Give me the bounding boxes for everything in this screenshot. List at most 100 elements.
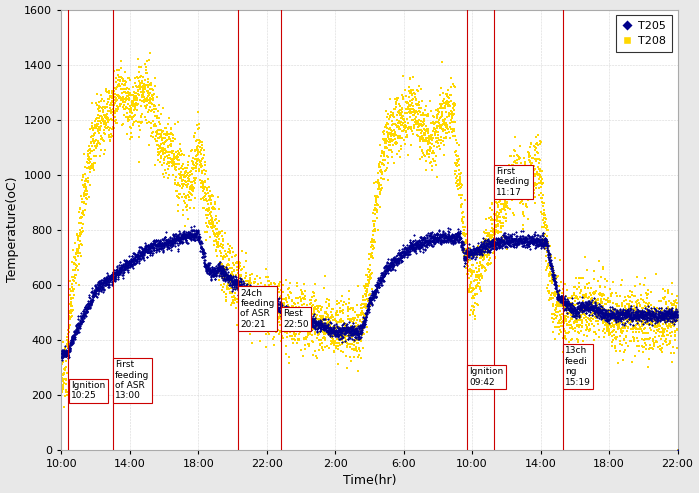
Point <box>127 252 138 260</box>
Point <box>88 291 99 299</box>
Point <box>131 252 142 260</box>
Point <box>91 284 102 292</box>
Point <box>449 237 460 245</box>
Point <box>218 266 229 274</box>
Point <box>333 325 345 333</box>
Point <box>296 317 308 324</box>
Point <box>656 335 667 343</box>
Point <box>187 186 199 194</box>
Point <box>343 305 354 313</box>
Point <box>189 132 200 140</box>
Point <box>470 246 481 254</box>
Point <box>525 237 536 245</box>
Point <box>332 323 343 331</box>
Point <box>346 327 357 335</box>
Point <box>91 140 102 147</box>
Point <box>585 300 596 308</box>
Point <box>554 294 565 302</box>
Point <box>361 282 373 290</box>
Point <box>282 314 294 321</box>
Point <box>419 242 431 250</box>
Point <box>570 309 581 317</box>
Point <box>247 292 259 300</box>
Point <box>326 327 338 335</box>
Point <box>447 118 458 126</box>
Point <box>305 330 316 338</box>
Point <box>509 170 520 178</box>
Point <box>117 260 129 268</box>
Point <box>243 285 254 293</box>
Point <box>434 100 445 108</box>
Point <box>189 236 201 244</box>
Point <box>333 311 344 319</box>
Point <box>162 236 173 244</box>
Point <box>208 271 219 279</box>
Point <box>661 310 672 318</box>
Point <box>281 308 292 316</box>
Point <box>541 266 552 274</box>
Point <box>634 325 645 333</box>
Point <box>347 331 359 339</box>
Point <box>178 171 189 179</box>
Point <box>614 302 625 310</box>
Point <box>268 304 280 312</box>
Point <box>344 340 355 348</box>
Point <box>474 285 485 293</box>
Point <box>384 263 396 271</box>
Point <box>264 301 275 309</box>
Point <box>517 208 528 215</box>
Point <box>489 221 500 229</box>
Point <box>191 228 202 236</box>
Point <box>194 234 205 242</box>
Point <box>185 168 196 176</box>
Point <box>358 317 369 325</box>
Point <box>461 252 473 260</box>
Point <box>144 242 155 250</box>
Point <box>493 217 505 225</box>
Point <box>352 329 363 337</box>
Point <box>200 260 211 268</box>
Point <box>589 328 600 336</box>
Point <box>484 213 495 221</box>
Point <box>298 280 310 288</box>
Point <box>626 358 637 366</box>
Point <box>118 262 129 270</box>
Point <box>427 163 438 171</box>
Point <box>563 328 575 336</box>
Point <box>101 282 112 289</box>
Point <box>568 309 579 317</box>
Point <box>62 348 73 355</box>
Point <box>521 180 532 188</box>
Point <box>547 318 559 326</box>
Point <box>330 330 341 338</box>
Point <box>114 80 125 88</box>
Point <box>529 242 540 249</box>
Point <box>654 307 665 315</box>
Point <box>609 305 620 313</box>
Point <box>432 131 443 139</box>
Point <box>629 306 640 314</box>
Point <box>466 302 477 310</box>
Point <box>635 323 646 331</box>
Point <box>420 122 431 130</box>
Point <box>481 247 492 255</box>
Point <box>216 269 227 277</box>
Point <box>481 215 492 223</box>
Point <box>182 182 193 190</box>
Point <box>123 257 134 265</box>
Point <box>501 200 512 208</box>
Point <box>161 136 173 144</box>
Point <box>140 104 152 111</box>
Point <box>157 170 168 178</box>
Point <box>59 351 70 358</box>
Point <box>273 303 284 311</box>
Point <box>289 310 301 317</box>
Point <box>167 237 178 245</box>
Point <box>274 294 285 302</box>
Point <box>97 281 108 288</box>
Point <box>236 283 247 291</box>
Point <box>340 327 351 335</box>
Point <box>472 280 483 287</box>
Point <box>350 346 361 354</box>
Point <box>237 283 248 291</box>
